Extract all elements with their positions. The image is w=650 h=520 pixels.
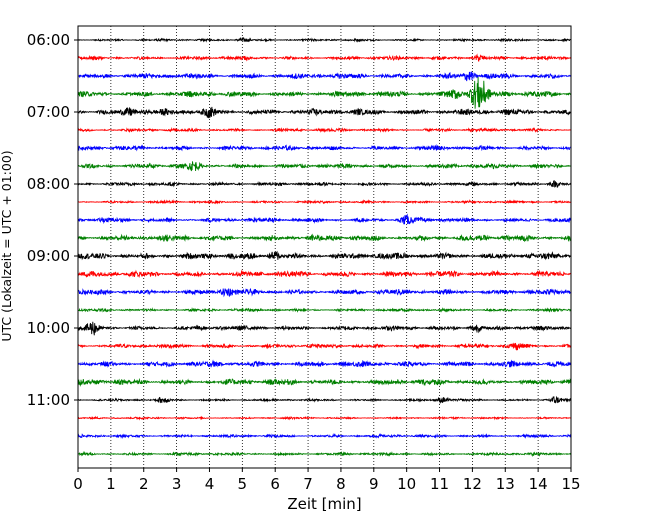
trace-line <box>77 36 572 43</box>
trace-line <box>77 233 572 243</box>
x-tick-label: 9 <box>369 475 379 493</box>
trace-line <box>77 359 572 368</box>
x-tick-label: 2 <box>139 475 149 493</box>
x-tick-label: 3 <box>172 475 182 493</box>
trace-line <box>77 377 572 387</box>
trace-line <box>77 269 572 278</box>
y-tick-label: 11:00 <box>27 391 70 409</box>
x-axis-label: Zeit [min] <box>287 495 361 513</box>
trace-group <box>77 36 572 458</box>
trace-line <box>77 415 572 421</box>
x-tick-label: 8 <box>336 475 346 493</box>
trace-line <box>77 77 572 109</box>
y-tick-label: 08:00 <box>27 175 70 193</box>
x-tick-label: 1 <box>106 475 116 493</box>
trace-line <box>77 395 572 405</box>
x-axis: 0 1 2 3 4 5 6 7 8 9 10 11 12 13 14 15 <box>73 468 581 493</box>
x-tick-label: 0 <box>73 475 83 493</box>
x-tick-label: 7 <box>303 475 313 493</box>
x-tick-label: 10 <box>397 475 416 493</box>
trace-line <box>77 307 572 313</box>
trace-line <box>77 126 572 134</box>
x-tick-label: 15 <box>561 475 580 493</box>
trace-line <box>77 450 572 458</box>
x-tick-label: 13 <box>496 475 515 493</box>
y-tick-label: 06:00 <box>27 31 70 49</box>
trace-line <box>77 321 572 336</box>
trace-line <box>77 199 572 205</box>
y-tick-label: 07:00 <box>27 103 70 121</box>
trace-line <box>77 433 572 440</box>
trace-line <box>77 71 572 82</box>
y-axis: 06:00 07:00 08:00 09:00 10:00 11:00 <box>27 31 78 409</box>
x-tick-label: 5 <box>238 475 248 493</box>
trace-line <box>77 106 572 119</box>
trace-line <box>77 161 571 172</box>
x-tick-label: 14 <box>529 475 548 493</box>
trace-line <box>77 144 572 152</box>
x-tick-label: 6 <box>270 475 280 493</box>
y-tick-label: 10:00 <box>27 319 70 337</box>
trace-line <box>77 53 571 62</box>
trace-line <box>77 180 572 188</box>
trace-line <box>77 213 572 225</box>
trace-line <box>77 250 572 261</box>
plot-frame <box>77 25 572 469</box>
trace-line <box>77 342 572 351</box>
y-axis-label: UTC (Lokalzeit = UTC + 01:00) <box>0 150 14 341</box>
y-tick-label: 09:00 <box>27 247 70 265</box>
x-tick-label: 11 <box>430 475 449 493</box>
x-tick-label: 4 <box>205 475 215 493</box>
trace-line <box>77 287 572 298</box>
x-tick-label: 12 <box>463 475 482 493</box>
